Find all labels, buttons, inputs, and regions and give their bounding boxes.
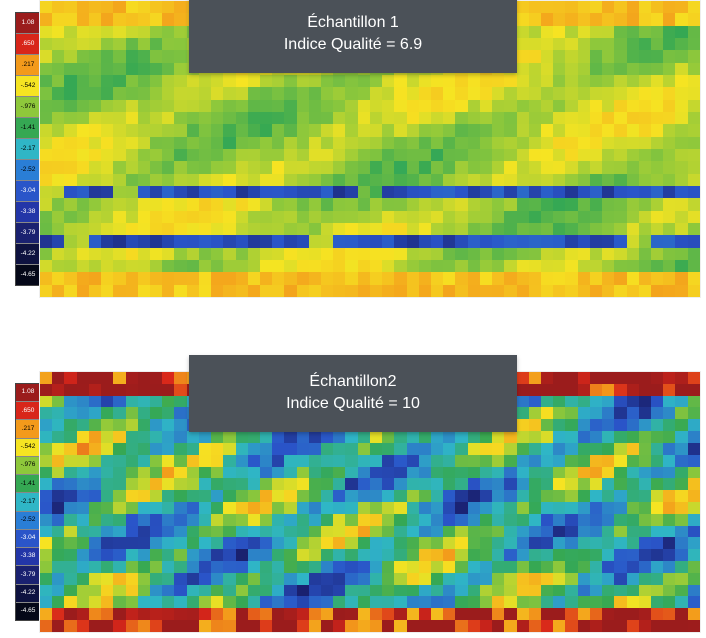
- colorbar-tick: -2.52: [16, 512, 40, 530]
- colorbar-tick: .217: [16, 420, 40, 438]
- title-box-2: Échantillon2 Indice Qualité = 10: [189, 355, 517, 432]
- colorbar-tick: -2.17: [16, 139, 40, 160]
- colorbar-tick: .650: [16, 402, 40, 420]
- colorbar-tick: -.976: [16, 97, 40, 118]
- colorbar-tick: -3.38: [16, 202, 40, 223]
- colorbar-tick: -4.65: [16, 603, 40, 620]
- panel-echantillon-2: Curvatures (m-1) 1.08.650.217-.542-.976-…: [5, 371, 701, 633]
- title-line2: Indice Qualité = 10: [223, 393, 483, 415]
- colorbar-tick: -.976: [16, 457, 40, 475]
- panel-echantillon-1: Curvatures (m-1) 1.08.650.217-.542-.976-…: [5, 0, 701, 298]
- colorbar-tick: -2.17: [16, 493, 40, 511]
- colorbar-tick: -3.79: [16, 223, 40, 244]
- colorbar-tick: -1.41: [16, 475, 40, 493]
- page: { "colorbar": { "axis_label": "Curvature…: [0, 0, 706, 638]
- colorbar-tick: 1.08: [16, 384, 40, 402]
- colorbar-ticks: 1.08.650.217-.542-.976-1.41-2.17-2.52-3.…: [15, 383, 41, 621]
- colorbar-tick: -3.04: [16, 181, 40, 202]
- colorbar-tick: .217: [16, 55, 40, 76]
- colorbar-tick: -4.22: [16, 585, 40, 603]
- colorbar-tick: 1.08: [16, 13, 40, 34]
- title-line1: Échantillon 1: [223, 12, 483, 34]
- colorbar-ticks: 1.08.650.217-.542-.976-1.41-2.17-2.52-3.…: [15, 12, 41, 286]
- colorbar-tick: -3.38: [16, 548, 40, 566]
- colorbar-tick: -3.79: [16, 566, 40, 584]
- colorbar-tick: -3.04: [16, 530, 40, 548]
- colorbar-tick: -.542: [16, 76, 40, 97]
- title-box-1: Échantillon 1 Indice Qualité = 6.9: [189, 0, 517, 73]
- colorbar-tick: -4.65: [16, 265, 40, 285]
- title-line2: Indice Qualité = 6.9: [223, 34, 483, 56]
- title-line1: Échantillon2: [223, 371, 483, 393]
- colorbar-tick: -4.22: [16, 244, 40, 265]
- colorbar-tick: -.542: [16, 439, 40, 457]
- colorbar-tick: -2.52: [16, 160, 40, 181]
- colorbar-panel2: Curvatures (m-1) 1.08.650.217-.542-.976-…: [5, 383, 39, 621]
- colorbar-tick: -1.41: [16, 118, 40, 139]
- colorbar-tick: .650: [16, 34, 40, 55]
- colorbar-panel1: Curvatures (m-1) 1.08.650.217-.542-.976-…: [5, 12, 39, 286]
